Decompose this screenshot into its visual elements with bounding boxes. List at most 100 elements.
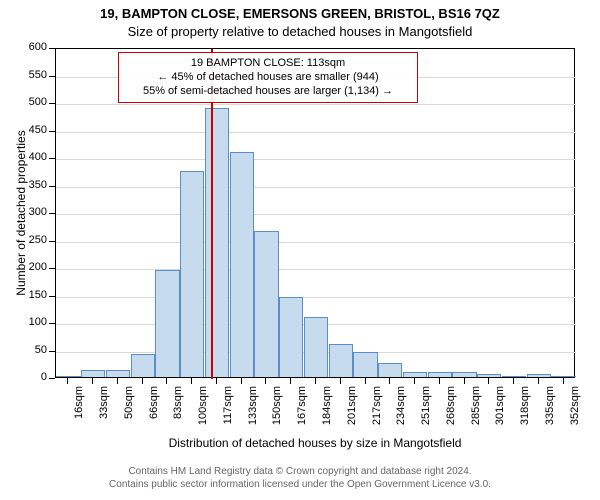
y-tick-mark: [49, 268, 55, 269]
grid-line: [56, 132, 576, 133]
x-tick-label: 234sqm: [395, 386, 407, 436]
x-tick-mark: [191, 378, 192, 384]
grid-line: [56, 159, 576, 160]
y-tick-label: 500: [17, 96, 47, 108]
x-tick-mark: [92, 378, 93, 384]
chart-subtitle: Size of property relative to detached ho…: [0, 24, 600, 39]
x-tick-label: 352sqm: [569, 386, 581, 436]
y-tick-mark: [49, 76, 55, 77]
histogram-bar: [378, 363, 402, 377]
x-tick-label: 217sqm: [371, 386, 383, 436]
histogram-bar: [403, 372, 427, 378]
histogram-bar: [131, 354, 155, 377]
y-tick-mark: [49, 131, 55, 132]
y-tick-mark: [49, 296, 55, 297]
histogram-bar: [452, 372, 476, 378]
x-tick-mark: [117, 378, 118, 384]
x-tick-mark: [439, 378, 440, 384]
annotation-box: 19 BAMPTON CLOSE: 113sqm← 45% of detache…: [118, 52, 418, 103]
y-tick-label: 550: [17, 69, 47, 81]
histogram-bar: [155, 270, 179, 377]
y-tick-mark: [49, 378, 55, 379]
grid-line: [56, 297, 576, 298]
x-tick-label: 83sqm: [172, 386, 184, 436]
x-tick-label: 301sqm: [494, 386, 506, 436]
footer-line: Contains HM Land Registry data © Crown c…: [0, 466, 600, 479]
grid-line: [56, 214, 576, 215]
histogram-bar: [527, 374, 551, 377]
footer-line: Contains public sector information licen…: [0, 479, 600, 492]
grid-line: [56, 269, 576, 270]
x-tick-label: 335sqm: [544, 386, 556, 436]
x-tick-mark: [216, 378, 217, 384]
x-tick-mark: [365, 378, 366, 384]
x-tick-mark: [166, 378, 167, 384]
x-tick-mark: [142, 378, 143, 384]
x-tick-label: 318sqm: [519, 386, 531, 436]
y-tick-mark: [49, 323, 55, 324]
histogram-bar: [205, 108, 229, 378]
grid-line: [56, 187, 576, 188]
x-tick-mark: [290, 378, 291, 384]
y-tick-mark: [49, 158, 55, 159]
histogram-bar: [428, 372, 452, 378]
x-tick-label: 33sqm: [98, 386, 110, 436]
x-tick-label: 117sqm: [222, 386, 234, 436]
x-tick-mark: [265, 378, 266, 384]
histogram-chart: 19, BAMPTON CLOSE, EMERSONS GREEN, BRIST…: [0, 0, 600, 500]
x-tick-mark: [513, 378, 514, 384]
annotation-line: 19 BAMPTON CLOSE: 113sqm: [127, 57, 409, 71]
y-tick-label: 200: [17, 261, 47, 273]
chart-title: 19, BAMPTON CLOSE, EMERSONS GREEN, BRIST…: [0, 6, 600, 21]
y-tick-label: 350: [17, 179, 47, 191]
x-tick-label: 100sqm: [197, 386, 209, 436]
x-tick-label: 150sqm: [271, 386, 283, 436]
x-tick-mark: [464, 378, 465, 384]
chart-footer: Contains HM Land Registry data © Crown c…: [0, 466, 600, 491]
x-tick-mark: [414, 378, 415, 384]
x-tick-mark: [67, 378, 68, 384]
x-tick-label: 251sqm: [420, 386, 432, 436]
y-tick-mark: [49, 351, 55, 352]
grid-line: [56, 104, 576, 105]
y-tick-label: 150: [17, 289, 47, 301]
x-tick-mark: [241, 378, 242, 384]
x-tick-mark: [315, 378, 316, 384]
histogram-bar: [56, 376, 80, 377]
grid-line: [56, 242, 576, 243]
histogram-bar: [304, 317, 328, 378]
annotation-line: ← 45% of detached houses are smaller (94…: [127, 71, 409, 85]
x-tick-label: 16sqm: [73, 386, 85, 436]
histogram-bar: [81, 370, 105, 377]
x-tick-label: 268sqm: [445, 386, 457, 436]
annotation-line: 55% of semi-detached houses are larger (…: [127, 85, 409, 99]
x-tick-label: 184sqm: [321, 386, 333, 436]
y-tick-mark: [49, 103, 55, 104]
histogram-bar: [502, 376, 526, 377]
x-tick-mark: [340, 378, 341, 384]
histogram-bar: [230, 152, 254, 378]
histogram-bar: [180, 171, 204, 377]
y-tick-label: 100: [17, 316, 47, 328]
x-tick-mark: [488, 378, 489, 384]
histogram-bar: [551, 376, 575, 377]
histogram-bar: [106, 370, 130, 377]
x-tick-mark: [563, 378, 564, 384]
x-axis-label: Distribution of detached houses by size …: [55, 436, 575, 450]
histogram-bar: [279, 297, 303, 377]
y-tick-label: 400: [17, 151, 47, 163]
x-tick-mark: [389, 378, 390, 384]
histogram-bar: [477, 374, 501, 377]
x-tick-label: 50sqm: [123, 386, 135, 436]
y-tick-label: 250: [17, 234, 47, 246]
histogram-bar: [329, 344, 353, 377]
y-tick-mark: [49, 48, 55, 49]
y-tick-mark: [49, 186, 55, 187]
x-tick-label: 285sqm: [470, 386, 482, 436]
x-tick-label: 201sqm: [346, 386, 358, 436]
y-tick-label: 50: [17, 344, 47, 356]
y-tick-label: 600: [17, 41, 47, 53]
x-tick-label: 133sqm: [247, 386, 259, 436]
x-tick-label: 66sqm: [148, 386, 160, 436]
y-tick-label: 450: [17, 124, 47, 136]
